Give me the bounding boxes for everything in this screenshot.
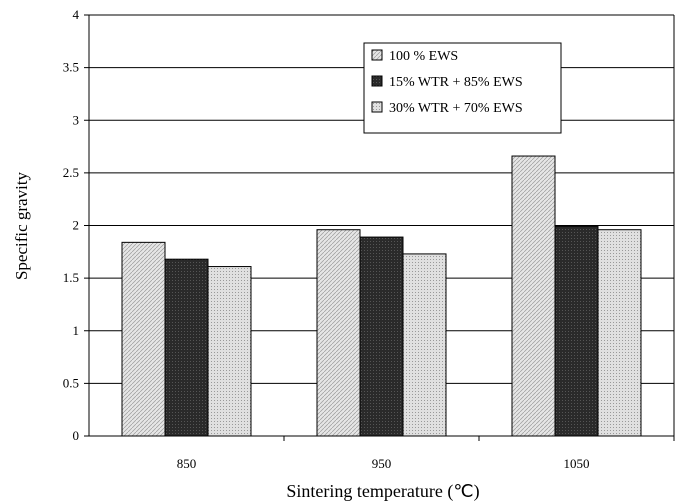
y-tick-label: 4 — [73, 7, 80, 22]
y-tick-label: 3 — [73, 112, 80, 127]
legend-box — [363, 42, 562, 134]
bar — [359, 236, 404, 437]
y-tick-label: 2 — [73, 218, 80, 233]
x-tick-label: 850 — [177, 456, 197, 471]
bars — [121, 155, 642, 437]
legend-swatch — [371, 101, 383, 113]
x-axis-title: Sintering temperature (℃) — [286, 481, 479, 502]
bar — [316, 229, 361, 437]
bar — [121, 241, 166, 437]
legend-label: 100 % EWS — [389, 49, 458, 64]
x-tick-label: 950 — [372, 456, 392, 471]
y-tick-label: 0.5 — [63, 375, 79, 390]
x-tick-label: 1050 — [564, 456, 590, 471]
y-tick-label: 2.5 — [63, 165, 79, 180]
y-tick-label: 0 — [73, 428, 80, 443]
y-tick-label: 1.5 — [63, 270, 79, 285]
legend-label: 30% WTR + 70% EWS — [389, 101, 523, 116]
tick-labels: 0 0.5 1 1.5 2 2.5 3 3.5 4 850 950 1050 — [63, 7, 590, 471]
legend-swatch — [371, 75, 383, 87]
bar — [164, 258, 209, 437]
bar — [207, 266, 252, 437]
bar — [402, 253, 447, 437]
bar — [511, 155, 556, 437]
bar — [554, 226, 599, 437]
y-axis-title: Specific gravity — [12, 171, 31, 280]
legend-swatch — [371, 49, 383, 61]
y-tick-label: 1 — [73, 323, 80, 338]
bar — [597, 229, 642, 437]
legend: 100 % EWS 15% WTR + 85% EWS 30% WTR + 70% … — [363, 42, 562, 134]
legend-label: 15% WTR + 85% EWS — [389, 75, 523, 90]
y-tick-label: 3.5 — [63, 60, 79, 75]
